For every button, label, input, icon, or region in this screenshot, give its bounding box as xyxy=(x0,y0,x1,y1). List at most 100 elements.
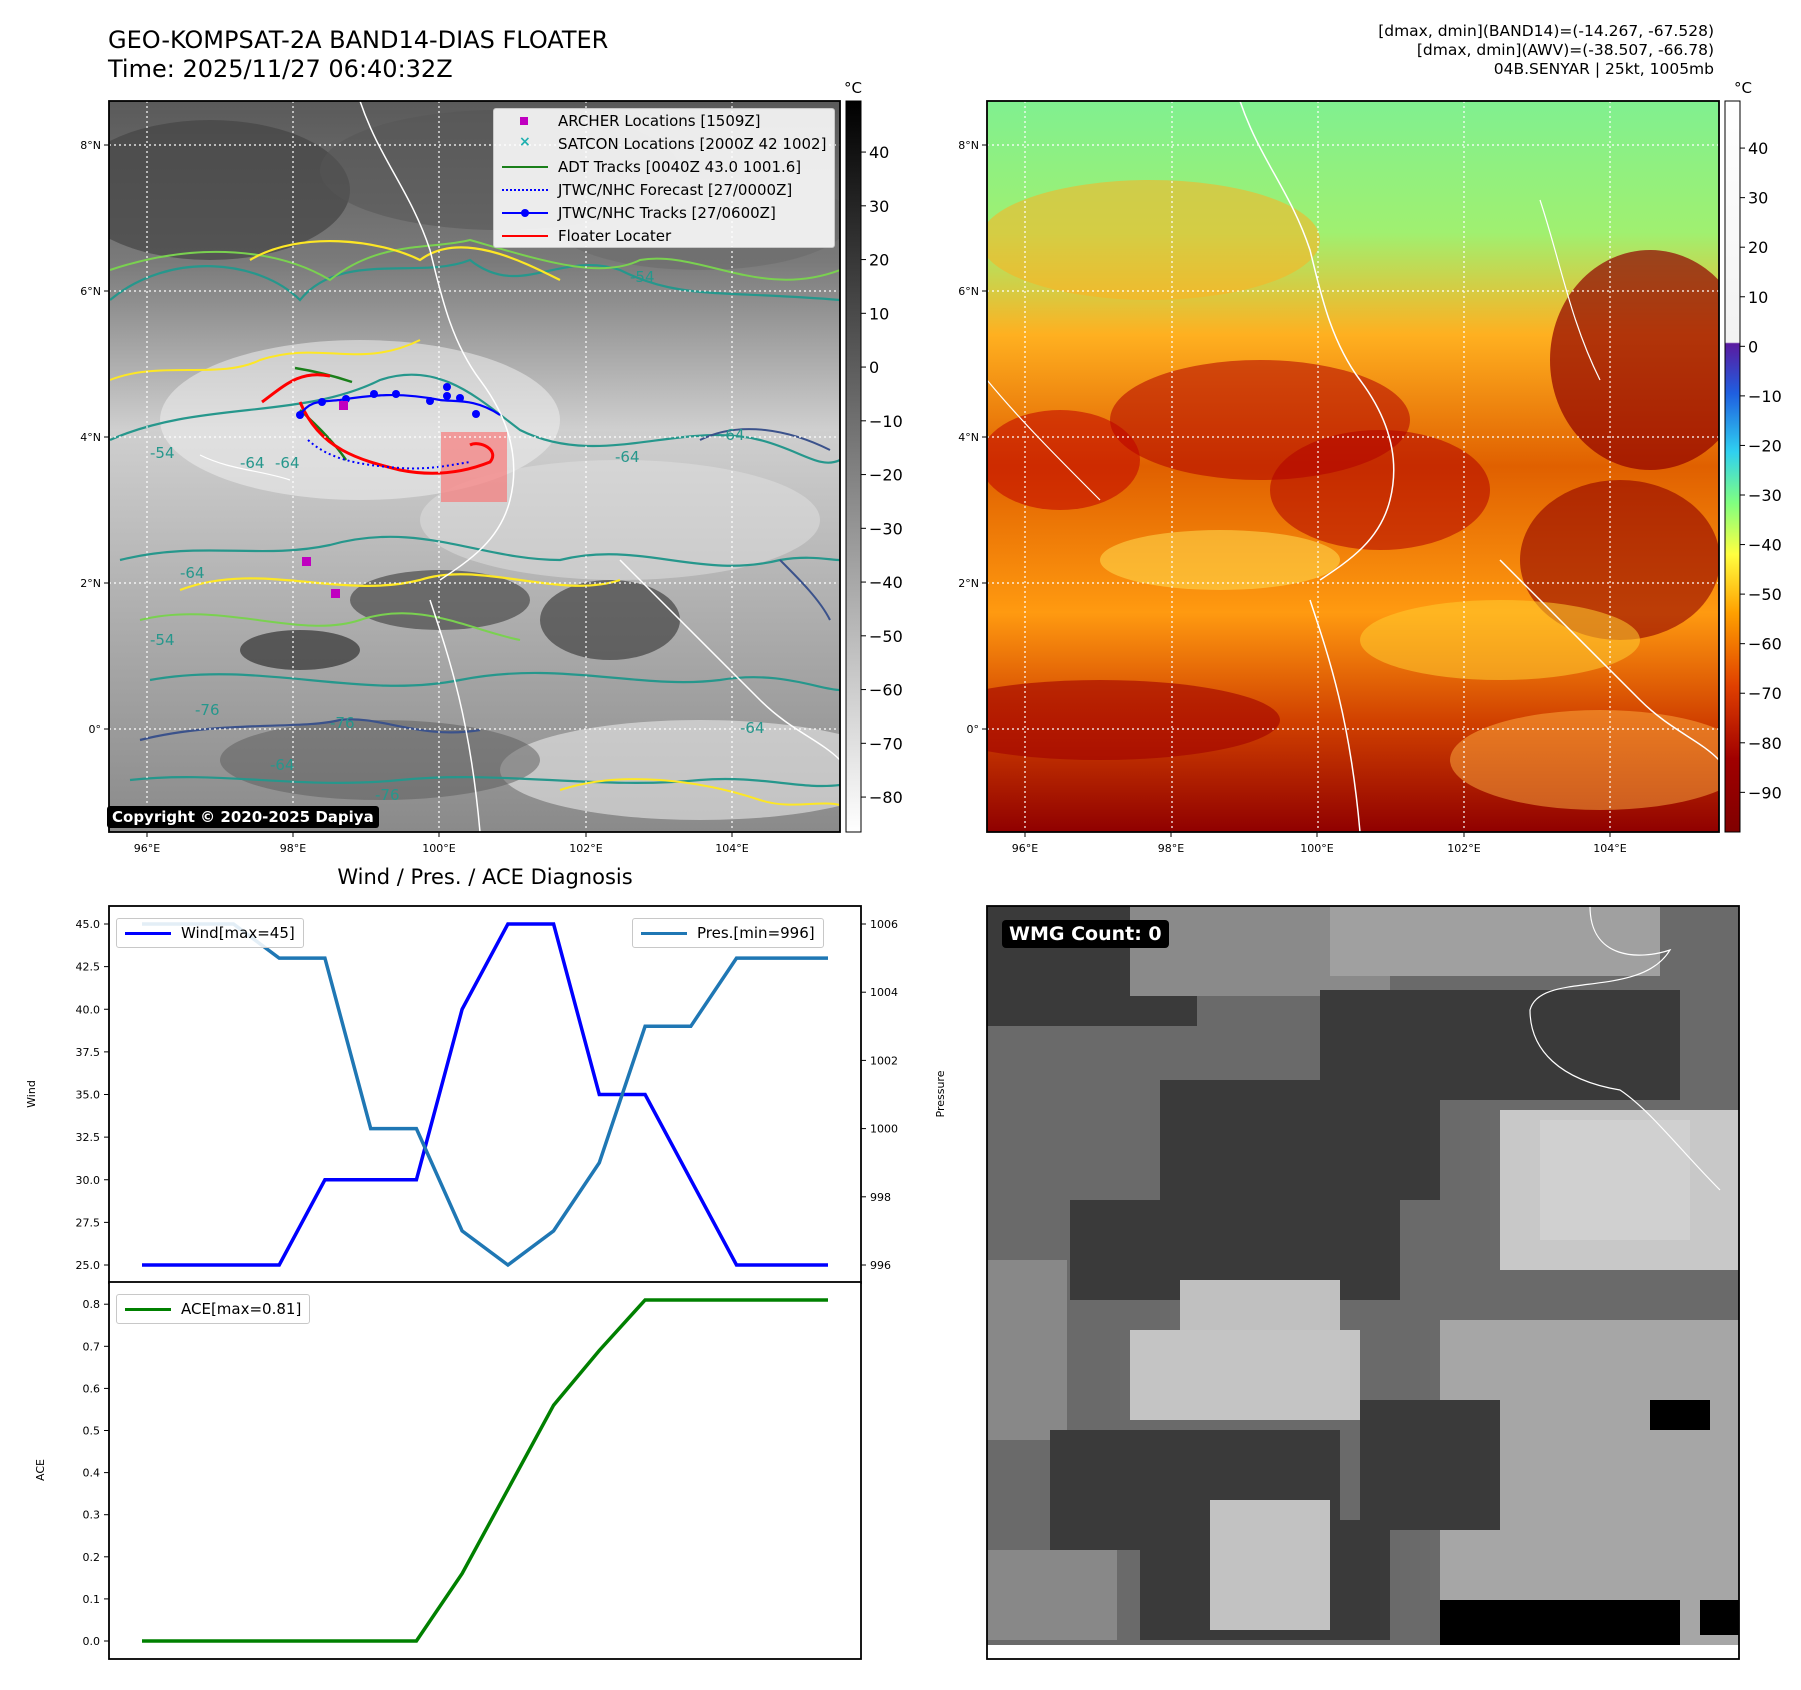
lat-tick-label: 8°N xyxy=(80,139,101,152)
awv-map-panel xyxy=(986,100,1720,833)
wind-pressure-chart: 45.0 42.5 40.0 37.5 35.0 32.5 30.0 27.5 25.0 1006… xyxy=(25,905,947,1284)
lon-tick-label: 100°E xyxy=(1300,842,1333,855)
y-tick-label: 45.0 xyxy=(76,918,101,931)
ace-legend-label: ACE[max=0.81] xyxy=(181,1300,302,1318)
legend-satcon: × SATCON Locations [2000Z 42 1002] xyxy=(494,132,834,155)
right-map-ticks: 96°E 98°E 100°E 102°E 104°E 8°N 6°N 4°N 2°N 0° xyxy=(958,139,1627,855)
copyright-badge: Copyright © 2020-2025 Dapiya xyxy=(107,806,379,828)
y-tick-label: 0.7 xyxy=(83,1340,101,1353)
y2-tick-label: 1002 xyxy=(870,1054,898,1067)
contour-label: -76 xyxy=(330,714,355,732)
lon-tick-label: 104°E xyxy=(715,842,748,855)
colorbar-tick-label: −50 xyxy=(1748,585,1782,604)
line-dot-icon xyxy=(502,206,548,220)
lat-tick-label: 2°N xyxy=(958,577,979,590)
lat-tick-label: 4°N xyxy=(80,431,101,444)
square-marker-icon xyxy=(502,114,548,128)
colorbar-tick-label: −80 xyxy=(869,788,903,807)
lat-tick-label: 6°N xyxy=(958,285,979,298)
colorbar-tick-label: 40 xyxy=(869,143,889,162)
colorbar-tick-label: −40 xyxy=(1748,536,1782,555)
lon-tick-label: 102°E xyxy=(1447,842,1480,855)
contour-label: -64 xyxy=(240,454,265,472)
info-line-1: [dmax, dmin](BAND14)=(-14.267, -67.528) xyxy=(1378,22,1714,40)
lon-tick-label: 100°E xyxy=(422,842,455,855)
colorbar-tick-label: −60 xyxy=(1748,635,1782,654)
lat-tick-label: 2°N xyxy=(80,577,101,590)
colorbar-tick-label: −70 xyxy=(869,734,903,753)
map-gridlines-right xyxy=(987,101,1719,832)
y-tick-label: 0.3 xyxy=(83,1509,101,1522)
contour-label: -64 xyxy=(615,448,640,466)
y-tick-label: 0.5 xyxy=(83,1425,101,1438)
colorbar-tick-label: −20 xyxy=(869,466,903,485)
title-line-2: Time: 2025/11/27 06:40:32Z xyxy=(108,55,453,83)
colorbar-tick-label: 40 xyxy=(1748,139,1768,158)
contour-label: -64 xyxy=(270,756,295,774)
x-marker-icon: × xyxy=(519,133,531,150)
gray-colorbar: °C 40 30 20 10 0 −10 −20 −30 −40 −50 −60 −70 −80 xyxy=(844,79,903,833)
red-line-icon xyxy=(502,229,548,243)
color-colorbar-unit: °C xyxy=(1734,79,1752,97)
y-tick-label: 27.5 xyxy=(76,1216,101,1229)
legend-floater: Floater Locater xyxy=(494,224,834,247)
contour-label: -64 xyxy=(275,454,300,472)
wmg-panel xyxy=(986,905,1740,1660)
lon-tick-label: 98°E xyxy=(1158,842,1184,855)
colorbar-tick-label: 30 xyxy=(869,197,889,216)
contour-label: -64 xyxy=(740,719,765,737)
wind-legend: Wind[max=45] xyxy=(116,918,304,948)
wind-legend-label: Wind[max=45] xyxy=(181,924,295,942)
colorbar-tick-label: 0 xyxy=(869,358,879,377)
contour-label: -76 xyxy=(195,701,220,719)
y2-tick-label: 1004 xyxy=(870,986,898,999)
y-tick-label: 0.2 xyxy=(83,1551,101,1564)
figure-info: [dmax, dmin](BAND14)=(-14.267, -67.528) … xyxy=(1378,22,1714,79)
y-tick-label: 37.5 xyxy=(76,1046,101,1059)
y-tick-label: 0.1 xyxy=(83,1593,101,1606)
colorbar-tick-label: 0 xyxy=(1748,337,1758,356)
contour-labels: -54 -64 -64 -54 -64 -76 -76 -64 -64 -64 -64 -54 -76 xyxy=(150,268,765,804)
wmg-count-badge: WMG Count: 0 xyxy=(1002,920,1169,948)
y-tick-label: 30.0 xyxy=(76,1174,101,1187)
y-tick-label: 0.0 xyxy=(83,1635,101,1648)
lon-tick-label: 96°E xyxy=(1012,842,1038,855)
lon-tick-label: 98°E xyxy=(280,842,306,855)
y2-tick-label: 1006 xyxy=(870,918,898,931)
contour-label: -54 xyxy=(630,268,655,286)
y2-tick-label: 1000 xyxy=(870,1123,898,1136)
blue-line-icon xyxy=(125,926,171,940)
contour-label: -64 xyxy=(180,564,205,582)
legend-jtwc-forecast: JTWC/NHC Forecast [27/0000Z] xyxy=(494,178,834,201)
ace-chart: 0.8 0.7 0.6 0.5 0.4 0.3 0.2 0.1 0.0 ACE xyxy=(34,1281,862,1660)
colorbar-tick-label: −60 xyxy=(869,681,903,700)
y2-tick-label: 996 xyxy=(870,1259,891,1272)
y-tick-label: 40.0 xyxy=(76,1003,101,1016)
colorbar-tick-label: 10 xyxy=(1748,288,1768,307)
wind-ylabel: Wind xyxy=(25,1080,38,1108)
lat-tick-label: 4°N xyxy=(958,431,979,444)
colorbar-tick-label: −10 xyxy=(1748,387,1782,406)
colorbar-tick-label: −10 xyxy=(869,412,903,431)
series-line xyxy=(142,922,828,1267)
contour-label: -76 xyxy=(375,786,400,804)
lon-tick-label: 96°E xyxy=(134,842,160,855)
map-legend: ARCHER Locations [1509Z] × SATCON Locati… xyxy=(493,108,835,248)
figure-title: GEO-KOMPSAT-2A BAND14-DIAS FLOATER Time:… xyxy=(108,26,608,84)
y-tick-label: 35.0 xyxy=(76,1089,101,1102)
pressure-legend-label: Pres.[min=996] xyxy=(697,924,815,942)
dotted-line-icon xyxy=(502,183,548,197)
line-marker-icon xyxy=(502,160,548,174)
legend-jtwc-tracks: JTWC/NHC Tracks [27/0600Z] xyxy=(494,201,834,224)
y-tick-label: 0.8 xyxy=(83,1298,101,1311)
title-line-1: GEO-KOMPSAT-2A BAND14-DIAS FLOATER xyxy=(108,26,609,54)
info-line-2: [dmax, dmin](AWV)=(-38.507, -66.78) xyxy=(1416,41,1714,59)
series-line xyxy=(142,1298,828,1643)
wmg-blocks xyxy=(987,906,1739,1659)
steel-line-icon xyxy=(641,926,687,940)
lon-tick-label: 104°E xyxy=(1593,842,1626,855)
contour-label: -64 xyxy=(720,426,745,444)
archer-markers xyxy=(302,401,348,598)
gray-colorbar-unit: °C xyxy=(844,79,862,97)
ace-ylabel: ACE xyxy=(34,1459,47,1481)
